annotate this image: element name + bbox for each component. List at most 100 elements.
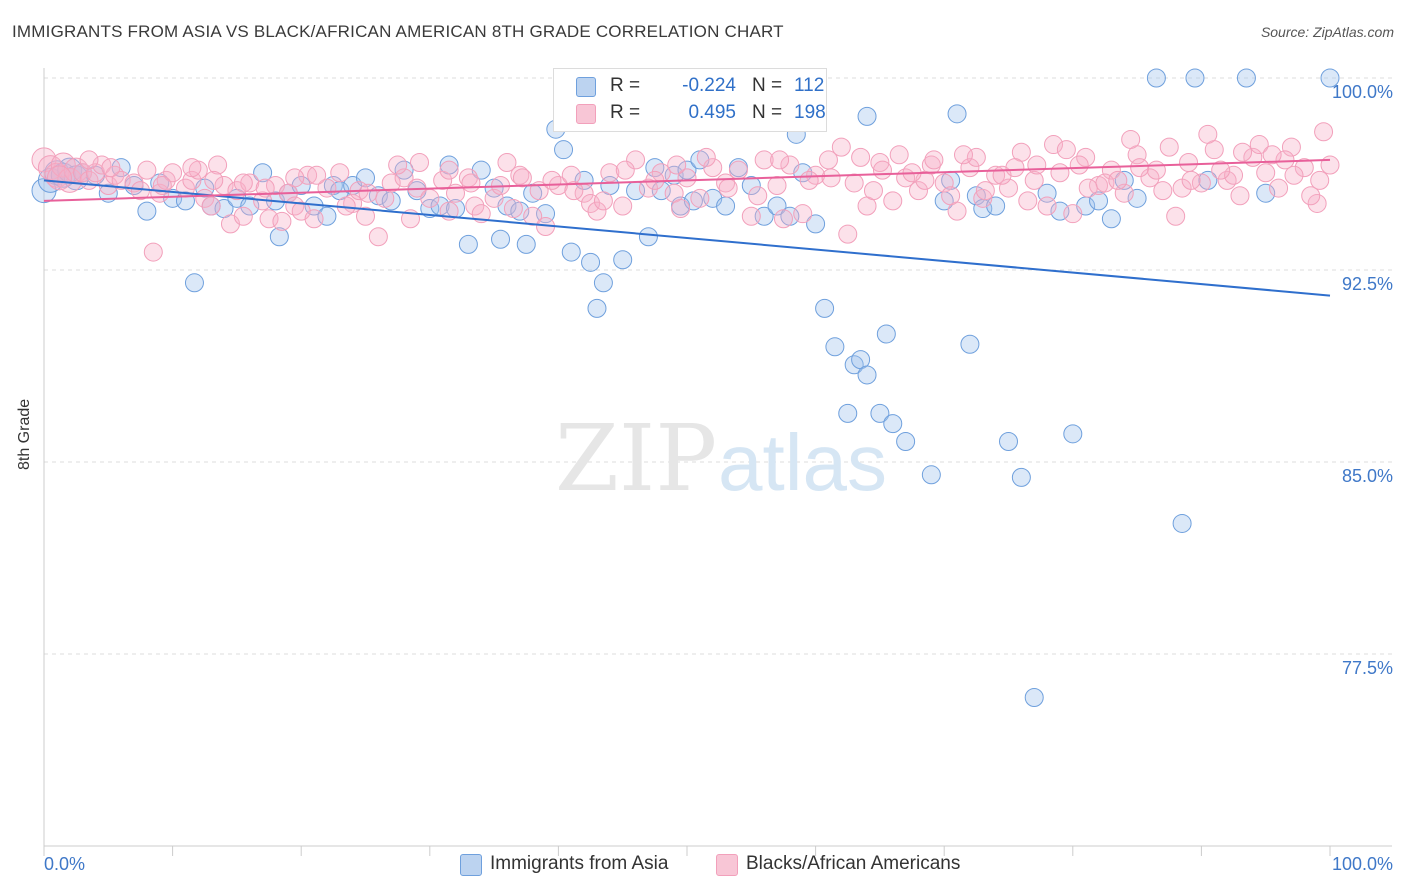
black-point-145 — [1275, 150, 1295, 170]
black-point-151 — [1108, 170, 1128, 190]
n-label: N = — [752, 102, 783, 123]
asia-point-55 — [593, 273, 613, 293]
black-point-29 — [240, 173, 260, 193]
asia-point-76 — [806, 214, 826, 234]
black-point-40 — [330, 163, 350, 183]
asia-point-15 — [184, 273, 204, 293]
y-tick-label-0: 100.0% — [1332, 82, 1393, 102]
black-point-15 — [143, 242, 163, 262]
black-point-192 — [1078, 178, 1098, 198]
asia-point-51 — [561, 242, 581, 262]
trend-lines — [43, 158, 1331, 297]
black-point-119 — [1217, 170, 1237, 190]
black-point-164 — [439, 160, 459, 180]
r-value-asia: -0.224 — [682, 75, 736, 96]
y-tick-label-3: 77.5% — [1342, 658, 1393, 678]
n-label: N = — [752, 75, 783, 96]
asia-point-107 — [1185, 68, 1205, 88]
black-point-190 — [975, 181, 995, 201]
black-point-193 — [1130, 158, 1150, 178]
black-point-172 — [46, 165, 72, 191]
black-point-83 — [767, 176, 787, 196]
black-point-149 — [1211, 160, 1231, 180]
series-legend: Immigrants from Asia Blacks/African Amer… — [0, 852, 1406, 878]
black-point-116 — [1179, 152, 1199, 172]
black-point-186 — [770, 150, 790, 170]
black-point-95 — [908, 181, 928, 201]
black-point-28 — [233, 206, 253, 226]
asia-point-105 — [1127, 188, 1147, 208]
legend-label-asia: Immigrants from Asia — [490, 853, 669, 874]
asia-point-79 — [838, 403, 858, 423]
black-point-196 — [1284, 165, 1304, 185]
asia-point-85 — [883, 414, 903, 434]
black-point-130 — [889, 145, 909, 165]
black-point-185 — [718, 178, 738, 198]
black-point-128 — [838, 224, 858, 244]
asia-point-46 — [516, 234, 536, 254]
black-point-59 — [503, 199, 523, 219]
black-point-159 — [696, 147, 716, 167]
black-point-82 — [754, 150, 774, 170]
black-point-75 — [671, 199, 691, 219]
black-point-100 — [973, 188, 993, 208]
swatch-asia — [576, 77, 596, 97]
asia-point-40 — [458, 234, 478, 254]
asia-point-77 — [815, 298, 835, 318]
black-point-187 — [821, 168, 841, 188]
black-point-171 — [79, 150, 99, 170]
black-point-71 — [626, 150, 646, 170]
black-point-127 — [1320, 155, 1340, 175]
x-tick-label-min: 0.0% — [44, 854, 85, 874]
black-point-38 — [304, 209, 324, 229]
n-value-black: 198 — [794, 102, 826, 123]
black-point-93 — [883, 191, 903, 211]
asia-point-87 — [921, 465, 941, 485]
black-point-23 — [201, 196, 221, 216]
black-point-152 — [1056, 140, 1076, 160]
black-point-78 — [703, 158, 723, 178]
black-point-158 — [748, 186, 768, 206]
asia-point-11 — [137, 201, 157, 221]
black-point-144 — [1249, 135, 1269, 155]
black-point-195 — [1233, 142, 1253, 162]
black-point-156 — [851, 147, 871, 167]
black-point-89 — [831, 137, 851, 157]
black-point-107 — [1063, 204, 1083, 224]
asia-point-64 — [677, 160, 697, 180]
asia-point-82 — [857, 365, 877, 385]
black-point-33 — [272, 211, 292, 231]
black-point-122 — [1256, 163, 1276, 183]
asia-trend-line — [43, 179, 1331, 297]
black-point-182 — [564, 181, 584, 201]
black-point-176 — [255, 178, 275, 198]
asia-point-80 — [844, 355, 864, 375]
asia-point-20 — [240, 196, 260, 216]
black-point-84 — [773, 209, 793, 229]
black-point-132 — [941, 186, 961, 206]
black-point-90 — [844, 173, 864, 193]
asia-point-86 — [896, 432, 916, 452]
asia-point-102 — [1089, 191, 1109, 211]
black-point-81 — [741, 206, 761, 226]
black-point-123 — [1269, 178, 1289, 198]
black-point-115 — [1166, 206, 1186, 226]
black-point-125 — [1294, 158, 1314, 178]
asia-point-91 — [960, 334, 980, 354]
black-point-173 — [101, 158, 121, 178]
stats-legend: R = -0.224 N = 112 R = 0.495 N = 198 — [553, 68, 827, 132]
black-point-142 — [1198, 124, 1218, 144]
asia-point-97 — [1024, 688, 1044, 708]
black-point-72 — [638, 178, 658, 198]
black-point-161 — [593, 191, 613, 211]
black-point-177 — [307, 165, 327, 185]
black-point-188 — [872, 160, 892, 180]
black-point-46 — [381, 173, 401, 193]
black-point-139 — [1121, 129, 1141, 149]
black-point-113 — [1140, 168, 1160, 188]
black-point-167 — [285, 168, 305, 188]
black-point-51 — [433, 170, 453, 190]
asia-point-83 — [870, 403, 890, 423]
n-value-asia: 112 — [794, 75, 825, 96]
